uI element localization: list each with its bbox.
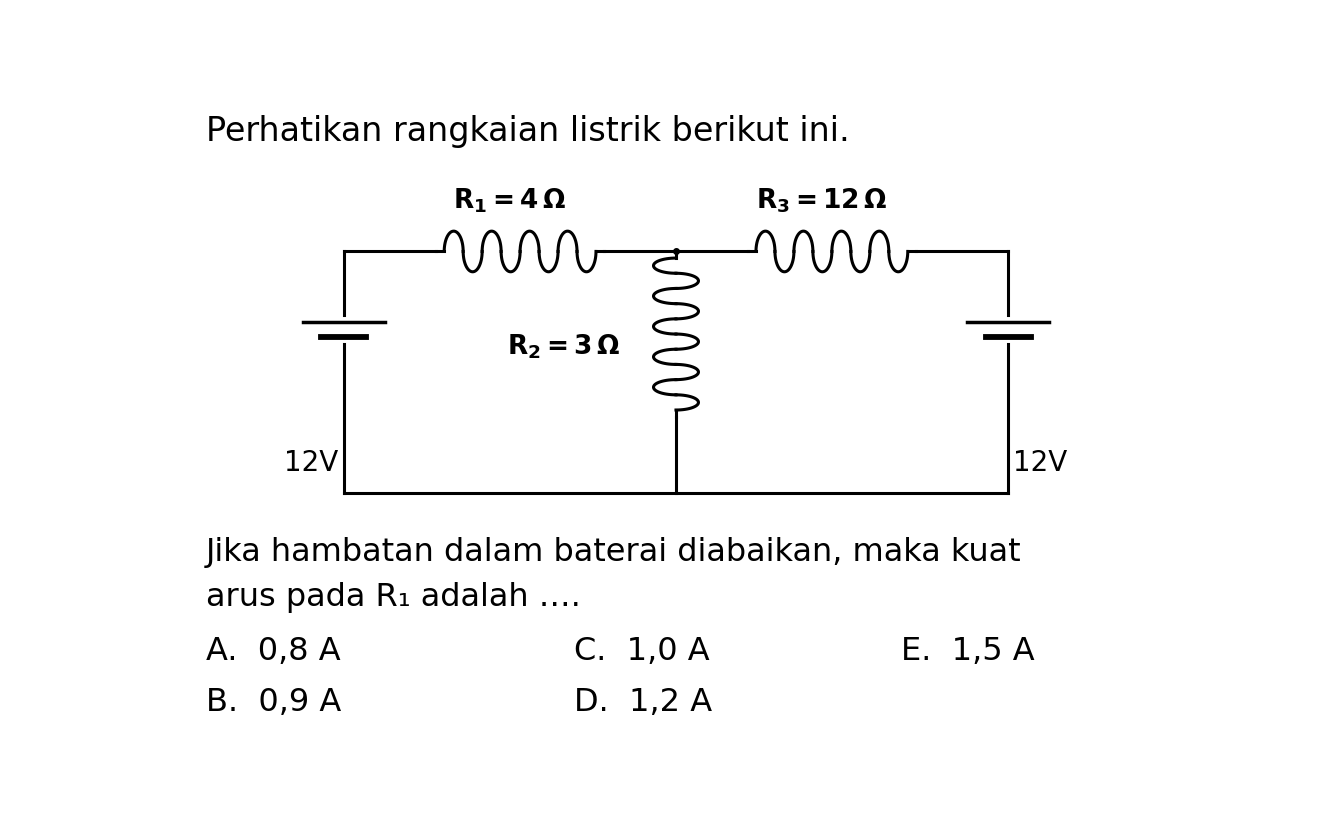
Text: Jika hambatan dalam baterai diabaikan, maka kuat: Jika hambatan dalam baterai diabaikan, m…: [206, 537, 1021, 568]
Text: A.  0,8 A: A. 0,8 A: [206, 636, 340, 667]
Text: B.  0,9 A: B. 0,9 A: [206, 686, 342, 718]
Text: Perhatikan rangkaian listrik berikut ini.: Perhatikan rangkaian listrik berikut ini…: [206, 115, 849, 148]
Text: 12V: 12V: [1013, 449, 1067, 477]
Text: $\mathbf{R_2 = 3\,\Omega}$: $\mathbf{R_2 = 3\,\Omega}$: [506, 332, 620, 361]
Text: arus pada R₁ adalah ….: arus pada R₁ adalah ….: [206, 582, 580, 613]
Text: 12V: 12V: [285, 449, 339, 477]
Text: $\mathbf{R_3 = 12\,\Omega}$: $\mathbf{R_3 = 12\,\Omega}$: [756, 186, 888, 215]
Text: D.  1,2 A: D. 1,2 A: [574, 686, 712, 718]
Text: $\mathbf{R_1 = 4\,\Omega}$: $\mathbf{R_1 = 4\,\Omega}$: [454, 186, 566, 215]
Text: C.  1,0 A: C. 1,0 A: [574, 636, 710, 667]
Text: E.  1,5 A: E. 1,5 A: [901, 636, 1034, 667]
